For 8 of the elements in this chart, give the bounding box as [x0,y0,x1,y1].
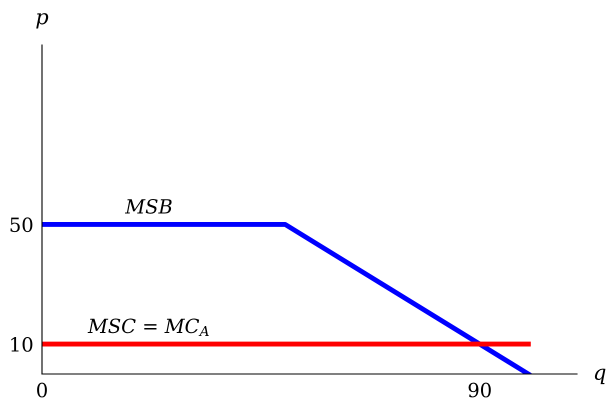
series-label: MSC = MC$_{A}$ [88,318,209,336]
x-tick-label: 90 [468,382,491,398]
y-tick-label: 50 [10,217,32,232]
y-axis-title: p [36,13,48,29]
series-label: MSB [124,199,172,214]
y-tick-label: 10 [11,337,32,352]
x-axis-title: q [594,368,606,384]
x-tick-label: 0 [37,382,47,398]
